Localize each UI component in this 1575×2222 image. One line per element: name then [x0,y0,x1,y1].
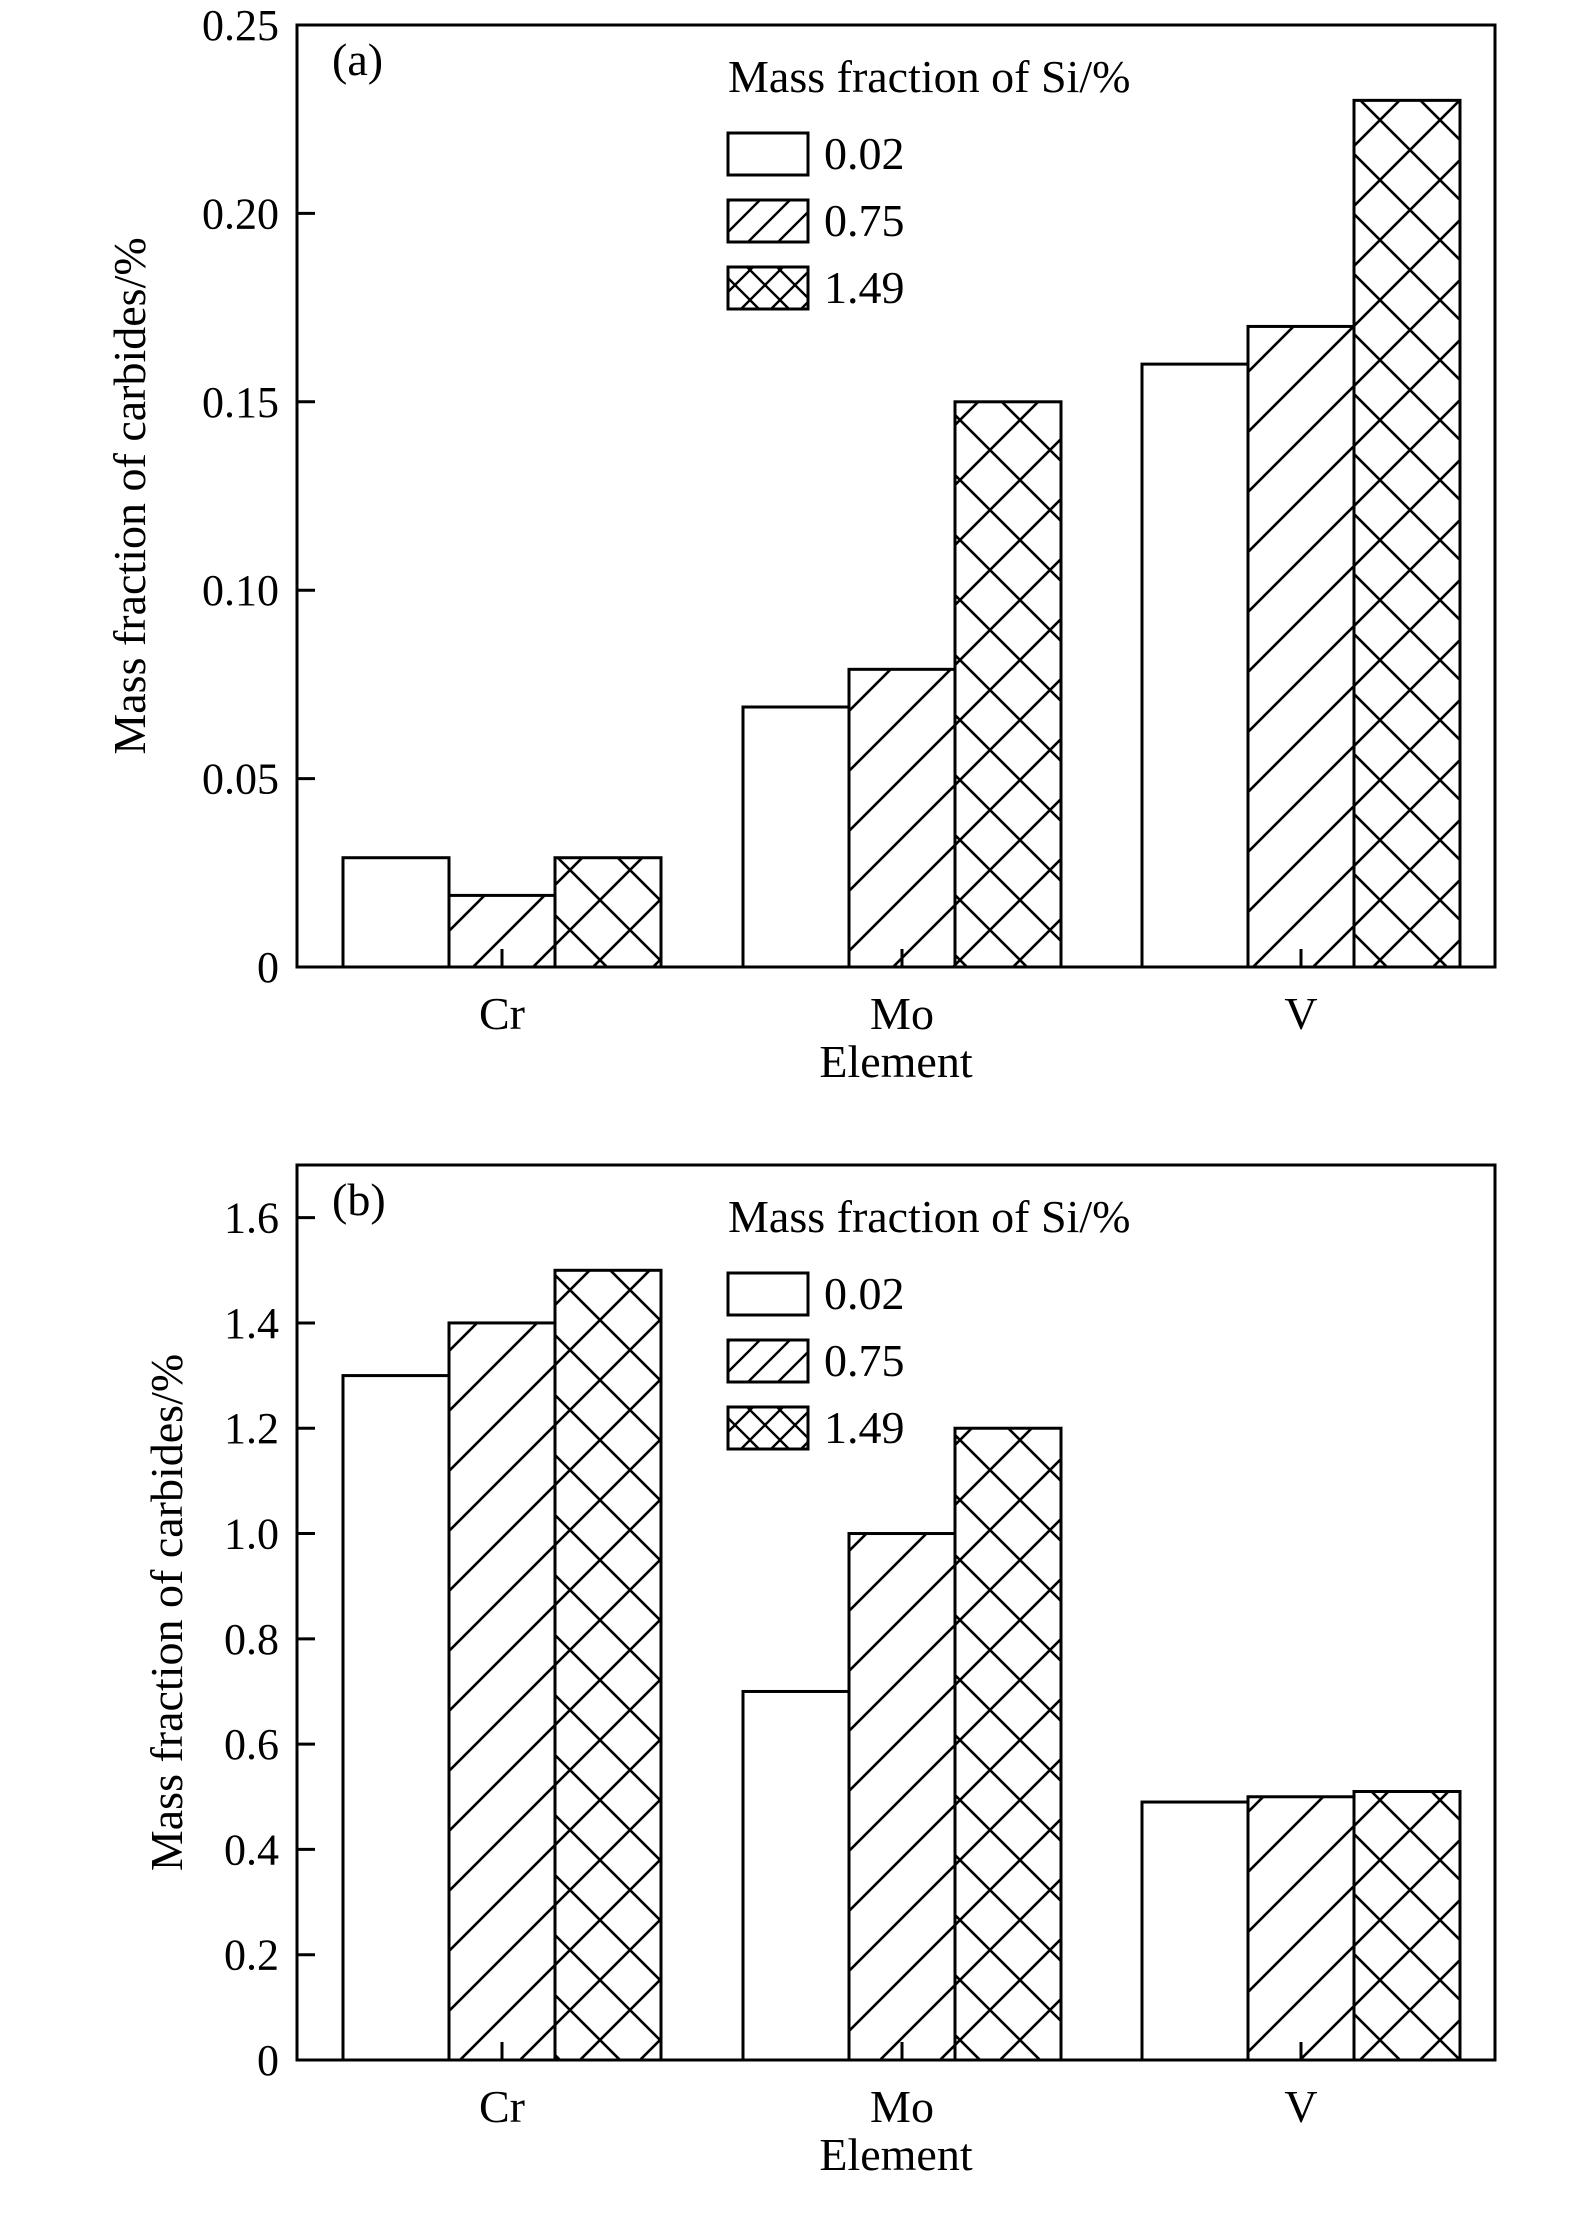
bar-mo-si-0-75 [847,667,957,969]
bar-mo-si-0-02 [741,705,851,969]
legend-title: Mass fraction of Si/% [728,51,1130,102]
x-tick-label-cr: Cr [479,988,525,1039]
legend-entry-1-49: 1.49 [824,1402,905,1453]
legend-entry-0-75: 0.75 [824,1335,905,1386]
panel-b: 0 0.2 0.4 0.6 0.8 1.0 1.2 1.4 1.6 Cr Mo V Element Mas… [141,1163,1497,2180]
bar-v-si-1-49 [1352,1790,1462,2062]
x-tick-label-cr: Cr [479,2081,525,2132]
bar-cr-si-1-49 [553,1268,663,2062]
legend-entry-0-02: 0.02 [824,128,905,179]
x-axis-label: Element [819,1036,972,1087]
x-axis-label: Element [819,2129,972,2180]
legend-entry-0-75: 0.75 [824,195,905,246]
y-tick-label: 1.2 [224,1404,279,1453]
panel-label: (b) [332,1174,386,1225]
legend-swatch-0-75 [726,198,810,244]
y-tick-label: 0 [257,2036,279,2085]
bar-cr-si-0-02 [341,1374,451,2062]
legend-entry-0-02: 0.02 [824,1268,905,1319]
y-tick-label: 0 [257,943,279,992]
y-tick-label: 1.6 [224,1194,279,1243]
y-tick-label: 0.2 [224,1931,279,1980]
x-tick-label-v: V [1284,988,1317,1039]
bar-v-si-0-75 [1246,1795,1356,2062]
bar-mo-si-0-02 [741,1689,851,2062]
y-tick-label: 1.0 [224,1510,279,1559]
legend-swatch-0-02 [726,1271,810,1317]
bar-cr-si-0-75 [447,1321,557,2062]
legend-entry-1-49: 1.49 [824,262,905,313]
bar-mo-si-1-49 [953,400,1063,969]
legend-swatch-0-75 [726,1338,810,1384]
y-tick-label: 0.20 [202,189,279,238]
bar-v-si-0-75 [1246,324,1356,969]
bar-v-si-1-49 [1352,98,1462,969]
y-tick-label: 0.10 [202,566,279,615]
legend-swatch-0-02 [726,131,810,177]
y-tick-label: 0.15 [202,378,279,427]
plot-frame [295,1163,1497,2062]
x-tick-label-v: V [1284,2081,1317,2132]
bar-v-si-0-02 [1140,1800,1250,2062]
bar-mo-si-0-75 [847,1532,957,2062]
y-tick-label: 0.05 [202,755,279,804]
legend-swatch-1-49 [726,265,810,311]
panel-label: (a) [332,34,383,85]
y-tick-label: 0.8 [224,1615,279,1664]
plot-frame [295,23,1497,969]
bar-mo-si-1-49 [953,1426,1063,2062]
x-tick-label-mo: Mo [870,2081,934,2132]
x-tick-label-mo: Mo [870,988,934,1039]
y-tick-label: 1.4 [224,1299,279,1348]
y-tick-label: 0.25 [202,1,279,50]
y-axis-label: Mass fraction of carbides/% [141,1354,192,1871]
legend-title: Mass fraction of Si/% [728,1191,1130,1242]
y-tick-label: 0.6 [224,1720,279,1769]
y-axis-label: Mass fraction of carbides/% [104,237,155,754]
bar-cr-si-0-02 [341,856,451,969]
panel-a: 0 0.05 0.10 0.15 0.20 0.25 Cr Mo V Element Mass fr… [104,1,1497,1087]
legend-swatch-1-49 [726,1405,810,1451]
bar-v-si-0-02 [1140,362,1250,969]
bar-cr-si-1-49 [553,856,663,969]
y-tick-label: 0.4 [224,1825,279,1874]
